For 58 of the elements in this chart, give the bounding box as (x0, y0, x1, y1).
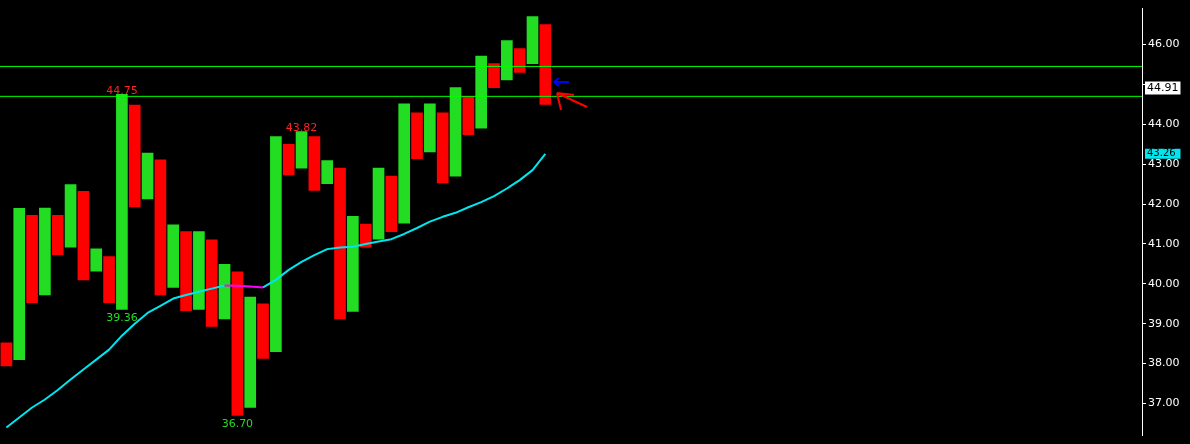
bar (539, 24, 552, 105)
bar (347, 216, 359, 312)
bar (501, 40, 513, 81)
bar (449, 87, 462, 177)
bar (526, 16, 539, 64)
bar (141, 152, 154, 200)
bar (167, 224, 180, 288)
bar (475, 55, 488, 129)
y-tick-label: 42.00 (1148, 196, 1180, 210)
y-tick-label: 44.00 (1148, 117, 1180, 131)
bar (180, 231, 192, 311)
bar (231, 271, 244, 416)
bar (77, 190, 90, 281)
bar (116, 94, 128, 310)
bar (13, 208, 26, 360)
bar (205, 239, 218, 327)
bar (321, 160, 334, 185)
y-tick-label: 41.00 (1148, 236, 1180, 250)
bar (193, 231, 205, 310)
bar (488, 63, 500, 88)
bar (372, 167, 385, 240)
y-tick-label: 40.00 (1148, 276, 1180, 290)
bar (462, 96, 475, 135)
annotation: 36.70 (221, 416, 254, 430)
bar (26, 214, 38, 303)
y-tick-label: 39.00 (1148, 316, 1180, 330)
bar (128, 104, 141, 208)
bar (295, 131, 308, 169)
bar (218, 263, 231, 320)
bar (308, 136, 321, 191)
bar (270, 136, 282, 352)
bar (334, 167, 346, 320)
bar (385, 175, 398, 232)
annotation: 44.91 (1147, 80, 1179, 94)
annotation: 44.75 (106, 83, 138, 97)
y-tick-label: 43.00 (1148, 157, 1180, 171)
bar (244, 296, 257, 408)
y-tick-label: 46.00 (1148, 37, 1180, 51)
bar (282, 143, 295, 176)
bar (103, 256, 115, 303)
y-tick-label: 37.00 (1148, 396, 1180, 410)
bar (424, 103, 436, 153)
annotation: 43.82 (285, 120, 318, 134)
y-tick-label: 38.00 (1148, 356, 1180, 370)
annotation: 39.36 (106, 310, 138, 324)
bar (64, 184, 77, 248)
bar (51, 214, 64, 256)
text: 43.26 (1147, 147, 1176, 159)
bar (411, 112, 423, 159)
bar (0, 342, 13, 367)
bar (154, 159, 167, 296)
bar (398, 103, 411, 224)
bar (513, 48, 526, 73)
bar (39, 207, 51, 296)
bar (90, 248, 103, 272)
bar (436, 112, 449, 184)
bar (359, 223, 372, 248)
bar (257, 303, 269, 359)
